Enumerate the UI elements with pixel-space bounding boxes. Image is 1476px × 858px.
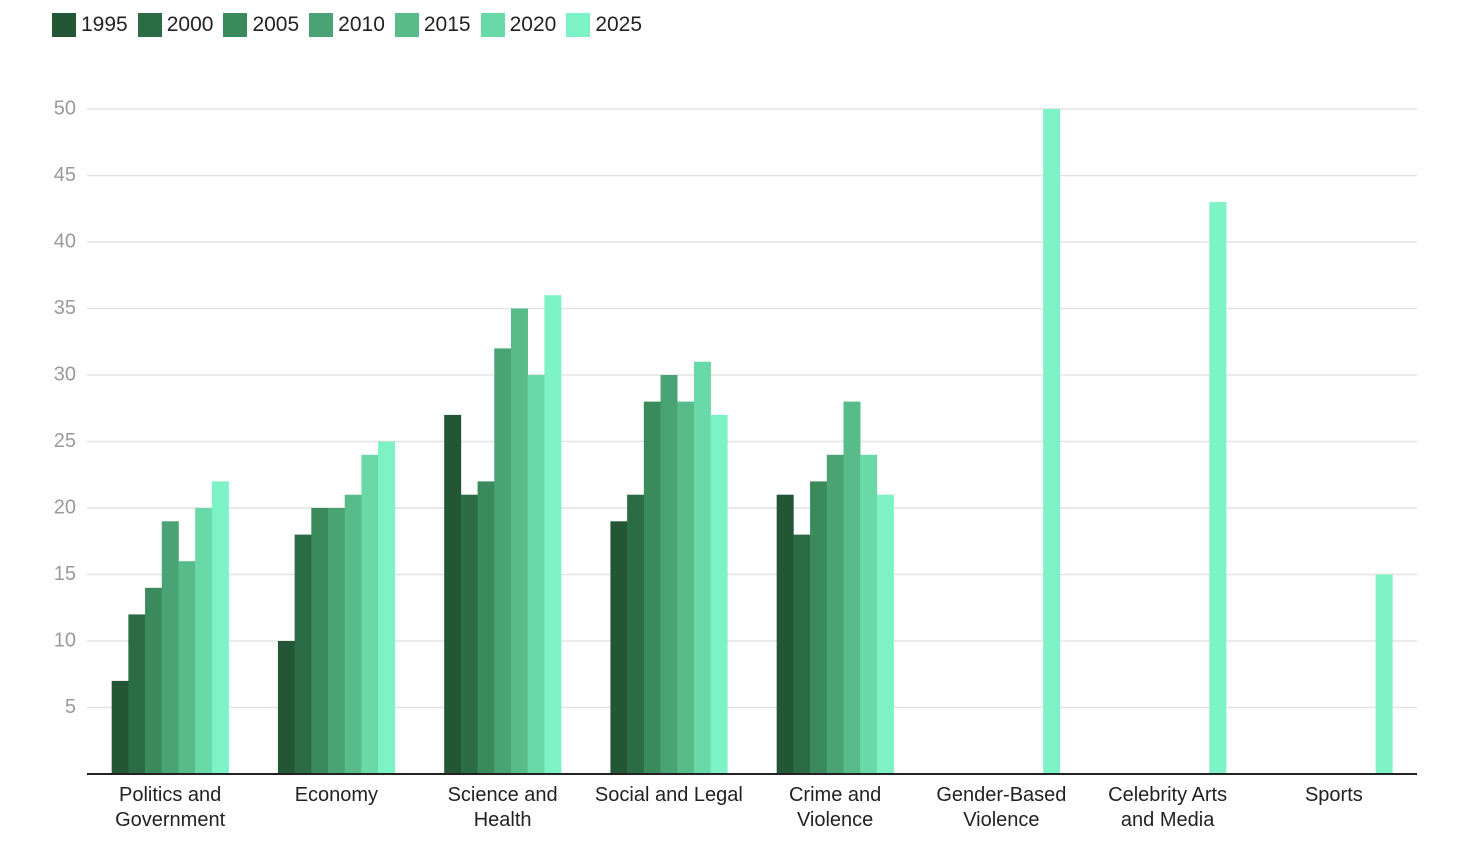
legend-swatch [223,13,248,37]
x-tick-label: Sports [1304,784,1363,806]
legend-label: 2010 [338,13,385,36]
x-tick-label: Crime and Violence [788,784,882,831]
bar [361,454,379,774]
bar [793,534,811,774]
bar [178,561,196,774]
bar [677,401,695,774]
bar [277,641,295,774]
bar [111,680,129,774]
y-tick-label: 5 [65,696,76,718]
bar [128,614,146,774]
bar [145,587,163,774]
bar [1375,574,1393,774]
y-tick-label: 50 [54,97,76,119]
legend-swatch [480,13,505,37]
bar [876,494,894,774]
legend-item: 2015 [394,13,471,37]
bar [328,508,346,774]
x-tick-label: Politics and Government [115,784,226,831]
x-tick-label: Gender-Based Violence [936,784,1067,831]
legend-swatch [566,13,591,37]
legend-swatch [394,13,419,37]
legend-label: 2015 [423,13,471,36]
bar [843,401,861,774]
legend-item: 2010 [309,13,385,37]
y-tick-label: 30 [54,363,76,385]
bar [195,508,213,774]
y-tick-label: 40 [54,230,76,252]
legend-label: 1995 [81,13,128,36]
legend-swatch [137,13,162,37]
y-tick-label: 25 [54,430,76,452]
legend-label: 2000 [166,13,214,36]
bar [527,375,545,774]
bar [378,441,396,774]
bar [1209,202,1227,775]
bar [510,308,528,774]
bar [693,361,711,774]
bar [477,481,495,774]
legend: 1995 2000 2005 2010 2015 2020 2025 [52,13,652,37]
y-tick-label: 10 [54,629,76,651]
bar [810,481,828,774]
bar [643,401,661,774]
bar [444,414,462,774]
y-tick-label: 20 [54,496,76,518]
x-tick-label: Economy [294,784,379,806]
legend-item: 2025 [566,13,642,37]
legend-swatch [309,13,334,37]
legend-label: 2020 [509,13,557,36]
bar [826,454,844,774]
bar [161,521,179,774]
legend-label: 2005 [252,13,300,36]
bar [544,295,562,774]
legend-item: 1995 [52,13,128,37]
legend-item: 2000 [137,13,214,37]
y-tick-label: 35 [54,297,76,319]
legend-item: 2005 [223,13,299,37]
bar [1043,109,1061,774]
bar [860,454,878,774]
legend-label: 2025 [595,13,643,36]
legend-item: 2020 [480,13,557,37]
bar [610,521,628,774]
bar [660,375,678,774]
y-tick-label: 15 [54,563,76,585]
x-tick-label: Social and Legal [594,784,743,806]
bar [627,494,645,774]
legend-swatch [52,13,76,37]
bar [494,348,512,774]
bar [344,494,362,774]
bar [294,534,312,774]
bar [710,414,728,774]
bar [311,508,329,774]
x-tick-label: Science and Health [447,784,558,831]
bar [776,494,794,774]
y-tick-label: 45 [54,164,76,186]
x-tick-label: Celebrity Arts and Media [1108,784,1228,831]
bar [211,481,229,774]
bar [460,494,478,774]
